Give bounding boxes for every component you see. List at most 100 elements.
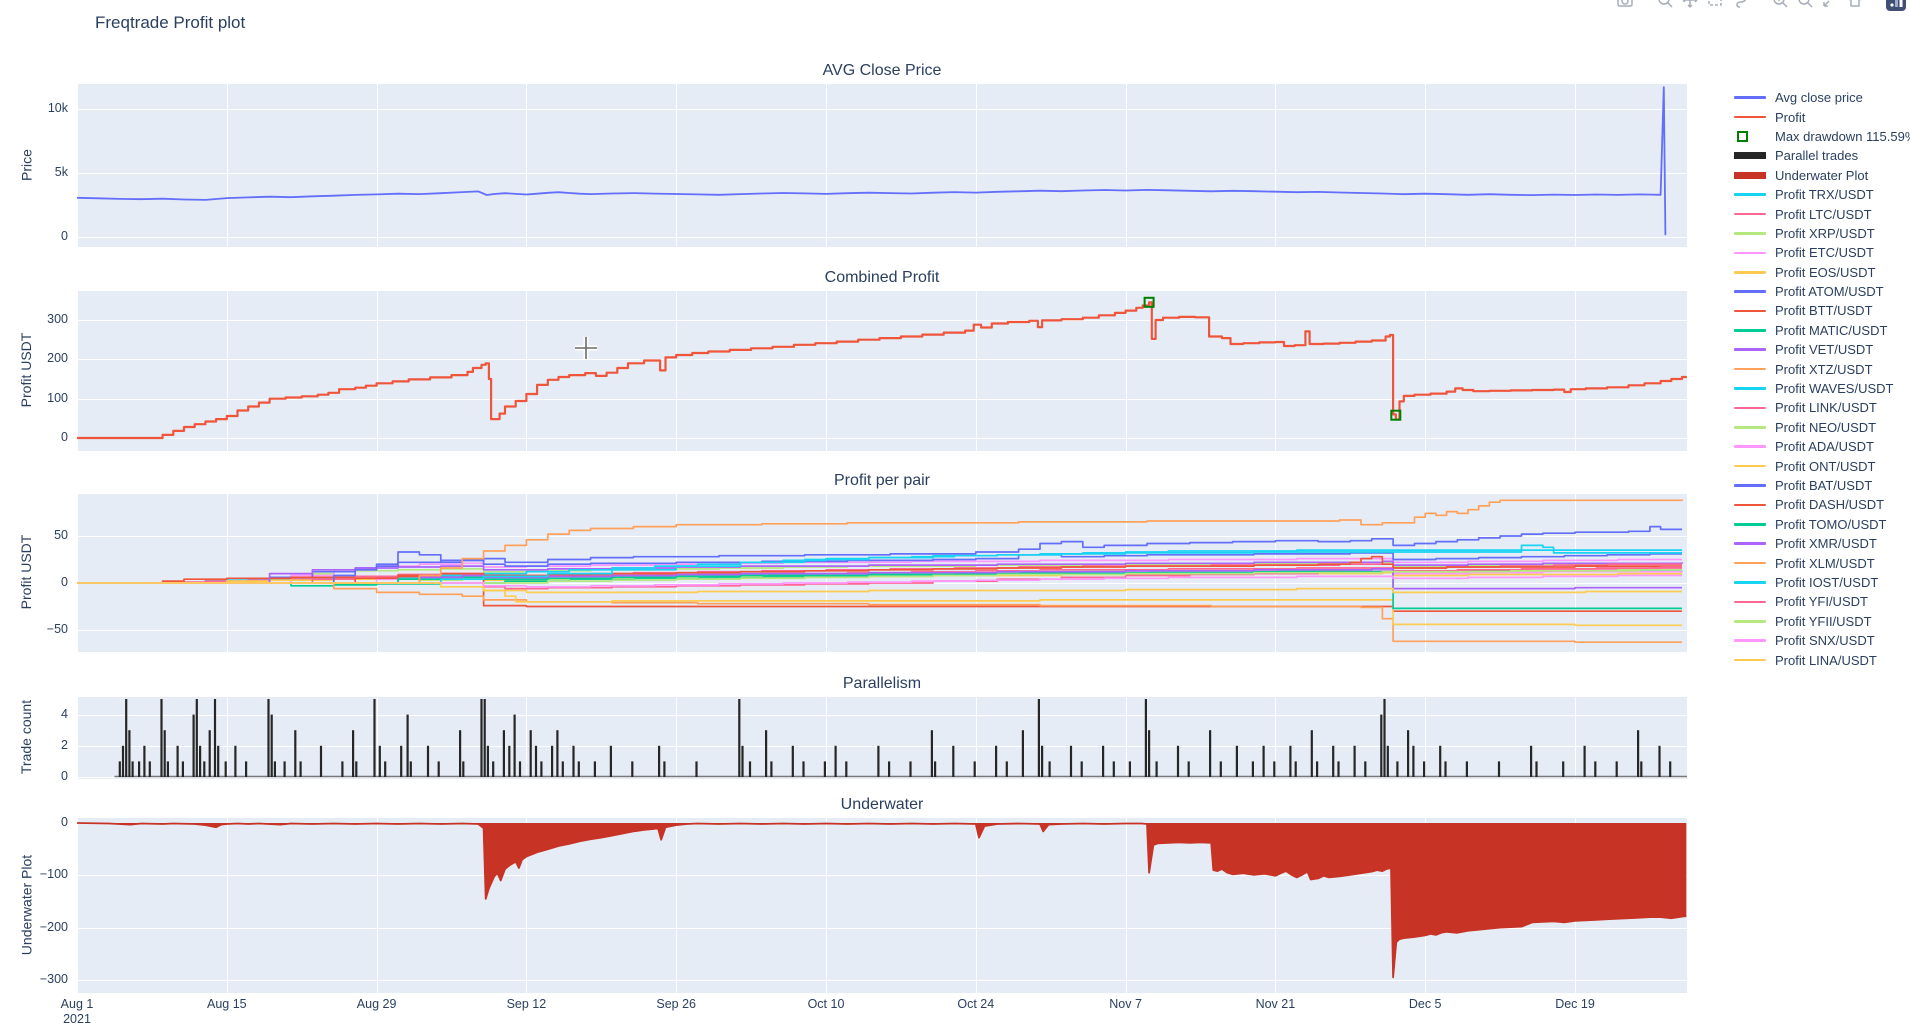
legend-swatch-icon [1734,445,1766,449]
legend-item-profit-yfi-usdt[interactable]: Profit YFI/USDT [1734,592,1910,611]
xtick-label: Dec 5 [1408,997,1442,1011]
zoom-icon[interactable] [1656,0,1674,9]
legend-item-profit-trx-usdt[interactable]: Profit TRX/USDT [1734,185,1910,204]
legend-label: Profit BAT/USDT [1775,478,1873,493]
legend-swatch-icon [1734,193,1766,196]
legend-item-profit-iost-usdt[interactable]: Profit IOST/USDT [1734,573,1910,592]
legend-item-max-drawdown-115-59-[interactable]: Max drawdown 115.59% [1734,127,1910,146]
plotly-modebar [1616,0,1906,11]
subplot-combined-profit[interactable] [77,291,1687,451]
pan-icon[interactable] [1681,0,1699,9]
legend-item-profit-xtz-usdt[interactable]: Profit XTZ/USDT [1734,359,1910,378]
legend-item-profit-tomo-usdt[interactable]: Profit TOMO/USDT [1734,515,1910,534]
legend-swatch-icon [1734,522,1766,526]
zoom-out-icon[interactable] [1796,0,1814,9]
legend-swatch-icon [1734,96,1766,99]
legend-label: Parallel trades [1775,148,1859,164]
ytick-label: −100 [39,867,68,882]
legend-swatch-icon [1734,639,1766,642]
legend-label: Profit XMR/USDT [1775,536,1877,552]
legend-item-profit-etc-usdt[interactable]: Profit ETC/USDT [1734,243,1910,262]
legend-item-profit-yfii-usdt[interactable]: Profit YFII/USDT [1734,612,1910,631]
legend-label: Profit ETC/USDT [1775,245,1874,261]
legend-item-profit-snx-usdt[interactable]: Profit SNX/USDT [1734,631,1910,650]
subplot-profit-per-pair[interactable] [77,494,1687,652]
ytick-label: 200 [47,351,68,366]
legend-label: Profit ONT/USDT [1775,458,1876,474]
legend-label: Profit EOS/USDT [1775,264,1876,280]
legend-item-profit-atom-usdt[interactable]: Profit ATOM/USDT [1734,282,1910,301]
legend-item-profit[interactable]: Profit [1734,107,1910,126]
legend-label: Profit MATIC/USDT [1775,322,1888,338]
legend-item-underwater-plot[interactable]: Underwater Plot [1734,166,1910,185]
ytick-label: 10k [47,101,68,115]
plotly-logomark[interactable] [1886,0,1906,11]
legend-label: Profit VET/USDT [1775,342,1874,358]
legend-label: Profit NEO/USDT [1775,419,1877,435]
legend-swatch-icon [1734,658,1766,662]
camera-icon[interactable] [1616,0,1634,9]
autoscale-icon[interactable] [1821,0,1839,9]
yaxis-title-underwater: Underwater Plot [18,854,34,955]
box-select-icon[interactable] [1706,0,1724,9]
legend-swatch-icon [1734,503,1766,507]
legend-label: Profit IOST/USDT [1775,574,1879,590]
subplot-underwater[interactable] [77,818,1687,993]
legend-swatch-icon [1734,251,1766,255]
legend-label: Profit BTT/USDT [1775,303,1873,319]
legend-item-profit-neo-usdt[interactable]: Profit NEO/USDT [1734,418,1910,437]
legend-item-profit-xlm-usdt[interactable]: Profit XLM/USDT [1734,553,1910,572]
legend-item-profit-btt-usdt[interactable]: Profit BTT/USDT [1734,301,1910,320]
legend-label: Underwater Plot [1775,167,1869,183]
legend-item-profit-matic-usdt[interactable]: Profit MATIC/USDT [1734,321,1910,340]
legend-item-profit-ont-usdt[interactable]: Profit ONT/USDT [1734,456,1910,475]
ytick-label: −300 [39,971,68,986]
zoom-in-icon[interactable] [1771,0,1789,9]
legend-label: Profit LINA/USDT [1775,652,1877,668]
legend-item-parallel-trades[interactable]: Parallel trades [1734,146,1910,165]
legend-item-profit-xrp-usdt[interactable]: Profit XRP/USDT [1734,224,1910,243]
plot-legend: Avg close price Profit Max drawdown 115.59… [1734,88,1910,670]
legend-item-profit-ltc-usdt[interactable]: Profit LTC/USDT [1734,204,1910,223]
legend-label: Profit YFII/USDT [1775,613,1872,629]
legend-swatch-icon [1734,212,1766,216]
legend-item-avg-close-price[interactable]: Avg close price [1734,88,1910,107]
ytick-label: −200 [39,919,68,934]
legend-label: Profit TOMO/USDT [1775,516,1887,532]
legend-swatch-icon [1734,561,1766,565]
legend-swatch-icon [1734,406,1766,410]
xtick-label: Nov 21 [1255,997,1296,1011]
legend-swatch-icon [1734,619,1766,623]
legend-swatch-icon [1734,600,1766,604]
legend-label: Profit LTC/USDT [1775,206,1872,222]
legend-swatch-icon [1734,232,1766,235]
legend-label: Avg close price [1775,90,1863,106]
ytick-label: 4 [61,706,68,721]
ytick-label: −50 [46,622,68,636]
ytick-label: 0 [61,430,68,444]
legend-item-profit-link-usdt[interactable]: Profit LINK/USDT [1734,398,1910,417]
legend-item-profit-lina-usdt[interactable]: Profit LINA/USDT [1734,650,1910,669]
page-title: Freqtrade Profit plot [95,13,246,32]
xtick-label: Nov 7 [1109,997,1142,1011]
legend-item-profit-waves-usdt[interactable]: Profit WAVES/USDT [1734,379,1910,398]
legend-swatch-icon [1734,115,1766,119]
legend-item-profit-vet-usdt[interactable]: Profit VET/USDT [1734,340,1910,359]
legend-item-profit-dash-usdt[interactable]: Profit DASH/USDT [1734,495,1910,514]
subplot-avg-close-price[interactable] [77,84,1687,247]
reset-axes-icon[interactable] [1846,0,1864,9]
subplot-title-underwater: Underwater [840,796,924,813]
ytick-label: 5k [54,165,68,179]
legend-item-profit-bat-usdt[interactable]: Profit BAT/USDT [1734,476,1910,495]
legend-item-profit-ada-usdt[interactable]: Profit ADA/USDT [1734,437,1910,456]
legend-swatch-icon [1734,270,1766,274]
lasso-icon[interactable] [1731,0,1749,9]
legend-item-profit-xmr-usdt[interactable]: Profit XMR/USDT [1734,534,1910,553]
ytick-label: 0 [61,575,68,589]
ytick-label: 2 [61,737,68,752]
subplot-title-combined-profit: Combined Profit [824,269,940,286]
subplot-parallelism[interactable] [77,697,1687,779]
xtick-label: Sep 12 [506,997,547,1011]
legend-item-profit-eos-usdt[interactable]: Profit EOS/USDT [1734,263,1910,282]
